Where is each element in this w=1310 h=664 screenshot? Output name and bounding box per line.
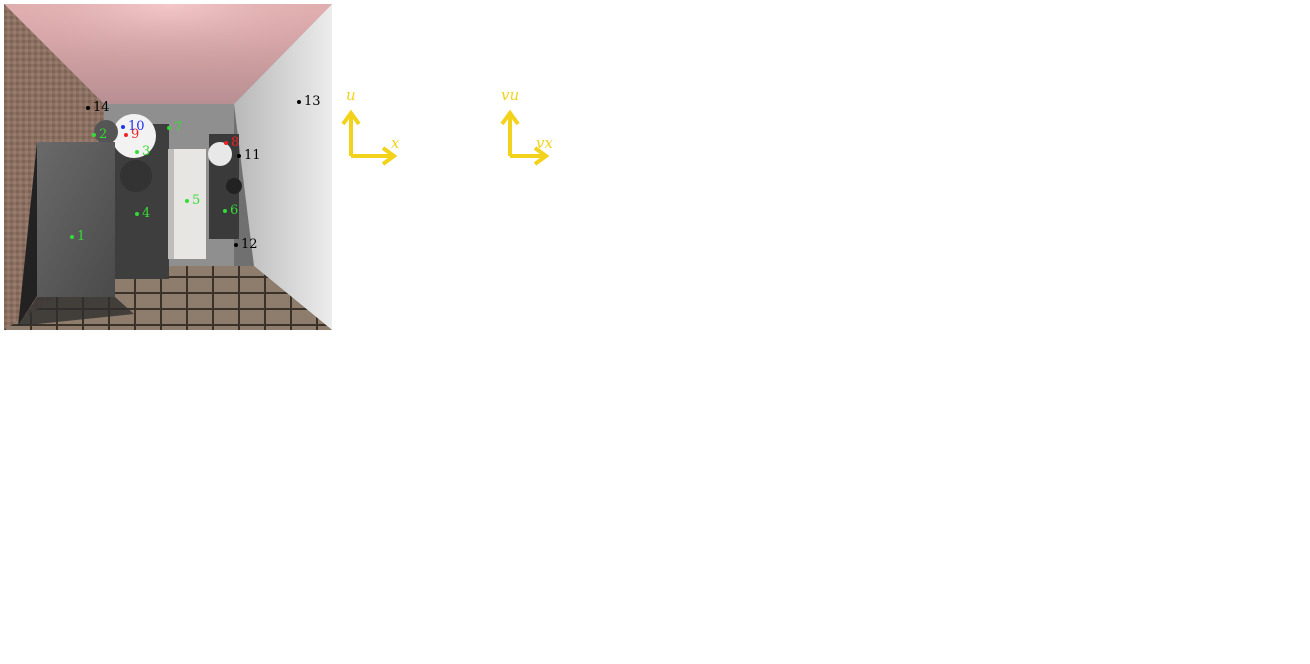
scene-marker-11: 11	[237, 149, 261, 162]
room-scene-image: 11223344556677889910101111121213131414	[4, 4, 332, 330]
marker-dot	[124, 132, 128, 137]
scene-marker-3: 3	[135, 145, 150, 158]
marker-dot	[237, 153, 241, 158]
marker-dot	[224, 140, 228, 145]
marker-label: 11	[244, 148, 261, 163]
marker-dot	[121, 124, 125, 129]
scene-marker-4: 4	[135, 207, 150, 220]
marker-label: 1	[77, 229, 86, 244]
scene-render: 11223344556677889910101111121213131414 1…	[4, 4, 332, 330]
marker-dot	[70, 234, 74, 239]
marker-dot	[223, 208, 227, 213]
marker-label: 6	[230, 203, 239, 218]
spatial-axis-arrows	[341, 109, 398, 166]
marker-dot	[185, 198, 189, 203]
marker-dot	[92, 132, 96, 137]
marker-dot	[167, 125, 171, 130]
marker-label: 7	[174, 120, 183, 135]
axis-label-vx-text: vx	[536, 134, 553, 152]
marker-label: 4	[142, 206, 151, 221]
axis-label-vu: vu	[501, 86, 519, 104]
scene-marker-8: 8	[224, 136, 239, 149]
scene-marker-5: 5	[185, 194, 200, 207]
marker-dot	[297, 99, 301, 104]
scene-marker-2: 2	[92, 128, 107, 141]
marker-label: 2	[99, 127, 108, 142]
scene-marker-13: 13	[297, 95, 321, 108]
axis-label-u: u	[346, 86, 356, 104]
marker-label: 5	[192, 193, 201, 208]
marker-dot	[234, 242, 238, 247]
axis-label-vx: vx	[536, 134, 553, 152]
axis-label-x: x	[391, 134, 400, 152]
marker-label: 10	[128, 119, 145, 134]
scene-marker-12: 12	[234, 238, 258, 251]
scene-marker-10: 10	[121, 120, 145, 133]
marker-dot	[86, 105, 90, 110]
scene-marker-6: 6	[223, 204, 238, 217]
marker-label: 9	[131, 127, 140, 142]
marker-label: 13	[304, 94, 321, 109]
marker-label: 3	[142, 144, 151, 159]
scene-marker-1: 1	[70, 230, 85, 243]
scene-marker-9: 9	[124, 128, 139, 141]
marker-label: 8	[231, 135, 240, 150]
marker-dot	[135, 149, 139, 154]
marker-label: 14	[93, 100, 110, 115]
axis-label-vu-text: vu	[501, 86, 520, 104]
marker-dot	[135, 211, 139, 216]
scene-marker-14: 14	[86, 101, 110, 114]
scene-marker-7: 7	[167, 121, 182, 134]
marker-label: 12	[241, 237, 258, 252]
